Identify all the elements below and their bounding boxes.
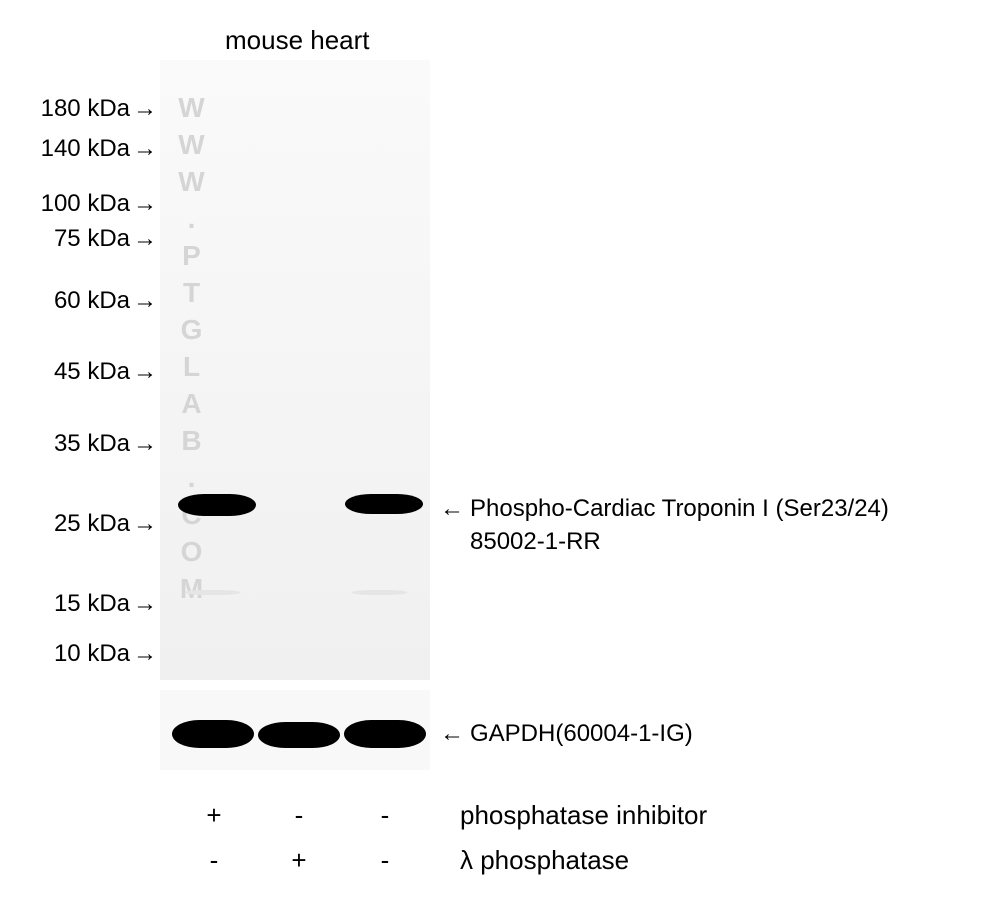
treatment-symbol: + bbox=[284, 845, 314, 876]
marker-label: 75 kDa bbox=[0, 225, 130, 253]
marker-arrow-icon: → bbox=[133, 287, 157, 315]
marker-label: 35 kDa bbox=[0, 430, 130, 458]
treatment-symbol: - bbox=[370, 800, 400, 831]
treatment-symbol: - bbox=[370, 845, 400, 876]
marker-arrow-icon: → bbox=[133, 430, 157, 458]
marker-arrow-icon: → bbox=[133, 510, 157, 538]
gapdh-band-lane3 bbox=[344, 720, 426, 748]
treatment-label-phosphatase: λ phosphatase bbox=[460, 845, 629, 876]
target-arrow-icon: ← bbox=[440, 495, 464, 523]
loading-label: GAPDH(60004-1-IG) bbox=[470, 720, 693, 748]
marker-arrow-icon: → bbox=[133, 590, 157, 618]
treatment-symbol: + bbox=[199, 800, 229, 831]
marker-label: 15 kDa bbox=[0, 590, 130, 618]
marker-arrow-icon: → bbox=[133, 95, 157, 123]
main-gel-area bbox=[160, 60, 430, 680]
marker-arrow-icon: → bbox=[133, 190, 157, 218]
gel-divider bbox=[160, 682, 430, 687]
treatment-symbol: - bbox=[199, 845, 229, 876]
marker-label: 60 kDa bbox=[0, 287, 130, 315]
western-blot-figure: mouse heart WWW.PTGLAB.COM 180 kDa → 140… bbox=[0, 0, 1000, 920]
loading-arrow-icon: ← bbox=[440, 720, 464, 748]
marker-label: 10 kDa bbox=[0, 640, 130, 668]
treatment-symbol: - bbox=[284, 800, 314, 831]
target-band-lane3 bbox=[345, 494, 423, 514]
marker-arrow-icon: → bbox=[133, 225, 157, 253]
faint-band-lane3 bbox=[352, 590, 407, 595]
marker-label: 100 kDa bbox=[0, 190, 130, 218]
target-label-line2: 85002-1-RR bbox=[470, 528, 601, 556]
marker-label: 45 kDa bbox=[0, 358, 130, 386]
marker-label: 25 kDa bbox=[0, 510, 130, 538]
faint-band-lane1 bbox=[185, 590, 240, 595]
marker-label: 180 kDa bbox=[0, 95, 130, 123]
marker-arrow-icon: → bbox=[133, 640, 157, 668]
gapdh-band-lane1 bbox=[172, 720, 254, 748]
gapdh-band-lane2 bbox=[258, 722, 340, 748]
marker-arrow-icon: → bbox=[133, 135, 157, 163]
target-band-lane1 bbox=[178, 494, 256, 516]
target-label-line1: Phospho-Cardiac Troponin I (Ser23/24) bbox=[470, 495, 889, 523]
sample-label: mouse heart bbox=[225, 25, 370, 56]
treatment-label-inhibitor: phosphatase inhibitor bbox=[460, 800, 707, 831]
marker-arrow-icon: → bbox=[133, 358, 157, 386]
marker-label: 140 kDa bbox=[0, 135, 130, 163]
